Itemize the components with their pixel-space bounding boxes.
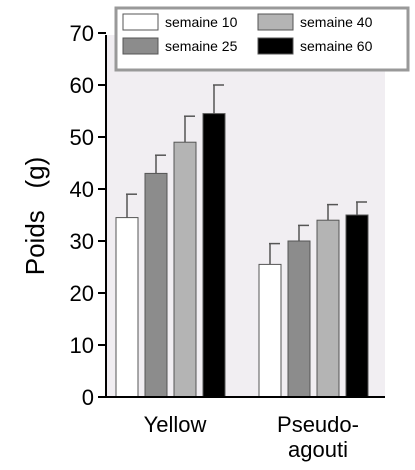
legend: semaine 10 semaine 25 semaine 40 semaine 60 xyxy=(114,6,410,72)
x-axis-labels: Yellow Pseudo-agouti xyxy=(144,412,359,462)
x-category-label: agouti xyxy=(288,437,348,462)
bar xyxy=(173,141,197,398)
legend-swatch xyxy=(122,37,159,55)
y-tick-label: 70 xyxy=(70,21,94,46)
legend-swatch xyxy=(257,13,294,31)
x-category-label: Yellow xyxy=(144,412,207,437)
y-tick-label: 40 xyxy=(70,177,94,202)
legend-swatch xyxy=(122,13,159,31)
legend-swatch xyxy=(257,37,294,55)
y-tick-label: 50 xyxy=(70,125,94,150)
legend-label: semaine 60 xyxy=(300,38,373,54)
legend-label: semaine 40 xyxy=(300,14,373,30)
y-axis-label: Poids (g) xyxy=(20,157,50,276)
legend-label: semaine 25 xyxy=(165,38,238,54)
y-tick-label: 60 xyxy=(70,73,94,98)
y-tick-label: 20 xyxy=(70,281,94,306)
bar xyxy=(345,214,369,398)
y-axis-ticks: 0 10 20 30 40 50 60 70 xyxy=(70,21,106,410)
y-tick-label: 30 xyxy=(70,229,94,254)
bar xyxy=(287,240,311,398)
legend-label: semaine 10 xyxy=(165,14,238,30)
bar xyxy=(258,263,282,398)
y-tick-label: 0 xyxy=(82,385,94,410)
y-tick-label: 10 xyxy=(70,333,94,358)
x-category-label: Pseudo- xyxy=(277,412,359,437)
bar xyxy=(144,172,168,398)
bar xyxy=(202,113,226,398)
bar xyxy=(316,219,340,398)
bar xyxy=(115,217,139,398)
